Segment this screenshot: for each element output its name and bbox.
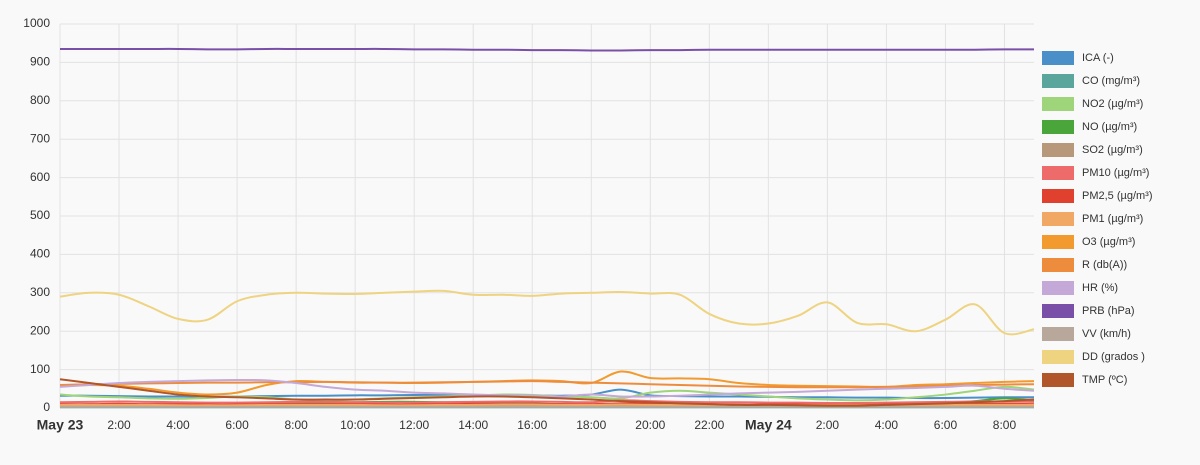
y-tick-label: 900	[30, 55, 50, 69]
x-tick-label: 16:00	[517, 418, 547, 432]
legend-swatch	[1042, 235, 1074, 249]
x-tick-label: 18:00	[576, 418, 606, 432]
y-tick-label: 300	[30, 285, 50, 299]
legend-label: ICA (-)	[1082, 52, 1114, 64]
y-tick-label: 1000	[23, 16, 50, 30]
y-tick-label: 0	[43, 400, 50, 414]
legend-swatch	[1042, 97, 1074, 111]
x-tick-label: 12:00	[399, 418, 429, 432]
series-line	[59, 378, 1035, 398]
x-tick-label: 8:00	[284, 418, 308, 432]
legend-swatch	[1042, 212, 1074, 226]
legend-label: NO2 (µg/m³)	[1082, 98, 1143, 110]
legend-label: NO (µg/m³)	[1082, 121, 1137, 133]
legend-label: VV (km/h)	[1082, 328, 1131, 340]
legend-label: TMP (ºC)	[1082, 374, 1127, 386]
legend-swatch	[1042, 373, 1074, 387]
series-line	[59, 380, 1035, 389]
x-tick-label: 22:00	[694, 418, 724, 432]
legend-label: R (db(A))	[1082, 259, 1127, 271]
legend-label: PM1 (µg/m³)	[1082, 213, 1143, 225]
legend-swatch	[1042, 281, 1074, 295]
x-tick-label: 2:00	[107, 418, 131, 432]
legend-swatch	[1042, 143, 1074, 157]
x-tick-label: 10:00	[340, 418, 370, 432]
y-tick-label: 700	[30, 131, 50, 145]
x-tick-label: 6:00	[225, 418, 249, 432]
x-tick-label: 20:00	[635, 418, 665, 432]
y-tick-label: 600	[30, 170, 50, 184]
legend-label: DD (grados )	[1082, 351, 1145, 363]
legend-label: CO (mg/m³)	[1082, 75, 1140, 87]
x-tick-label: 2:00	[816, 418, 840, 432]
legend-swatch	[1042, 189, 1074, 203]
legend-label: PM10 (µg/m³)	[1082, 167, 1149, 179]
legend-swatch	[1042, 304, 1074, 318]
legend-label: O3 (µg/m³)	[1082, 236, 1135, 248]
legend-swatch	[1042, 258, 1074, 272]
legend-label: SO2 (µg/m³)	[1082, 144, 1143, 156]
x-tick-label: 6:00	[934, 418, 958, 432]
legend-swatch	[1042, 327, 1074, 341]
y-tick-label: 200	[30, 323, 50, 337]
y-tick-label: 800	[30, 93, 50, 107]
x-tick-label: May 24	[745, 417, 792, 433]
legend-swatch	[1042, 166, 1074, 180]
legend-label: HR (%)	[1082, 282, 1118, 294]
legend-swatch	[1042, 120, 1074, 134]
x-tick-label: 4:00	[875, 418, 899, 432]
y-tick-label: 400	[30, 247, 50, 261]
x-tick-label: 14:00	[458, 418, 488, 432]
legend-label: PM2,5 (µg/m³)	[1082, 190, 1153, 202]
series-line	[59, 378, 1035, 407]
legend-swatch	[1042, 51, 1074, 65]
series-line	[59, 289, 1035, 336]
x-tick-label: May 23	[37, 417, 84, 433]
series-line	[59, 399, 1035, 405]
x-tick-label: 8:00	[993, 418, 1017, 432]
legend-swatch	[1042, 350, 1074, 364]
legend-swatch	[1042, 74, 1074, 88]
y-tick-label: 100	[30, 362, 50, 376]
legend-label: PRB (hPa)	[1082, 305, 1135, 317]
x-tick-label: 4:00	[166, 418, 190, 432]
y-tick-label: 500	[30, 208, 50, 222]
series-line	[60, 47, 1035, 52]
